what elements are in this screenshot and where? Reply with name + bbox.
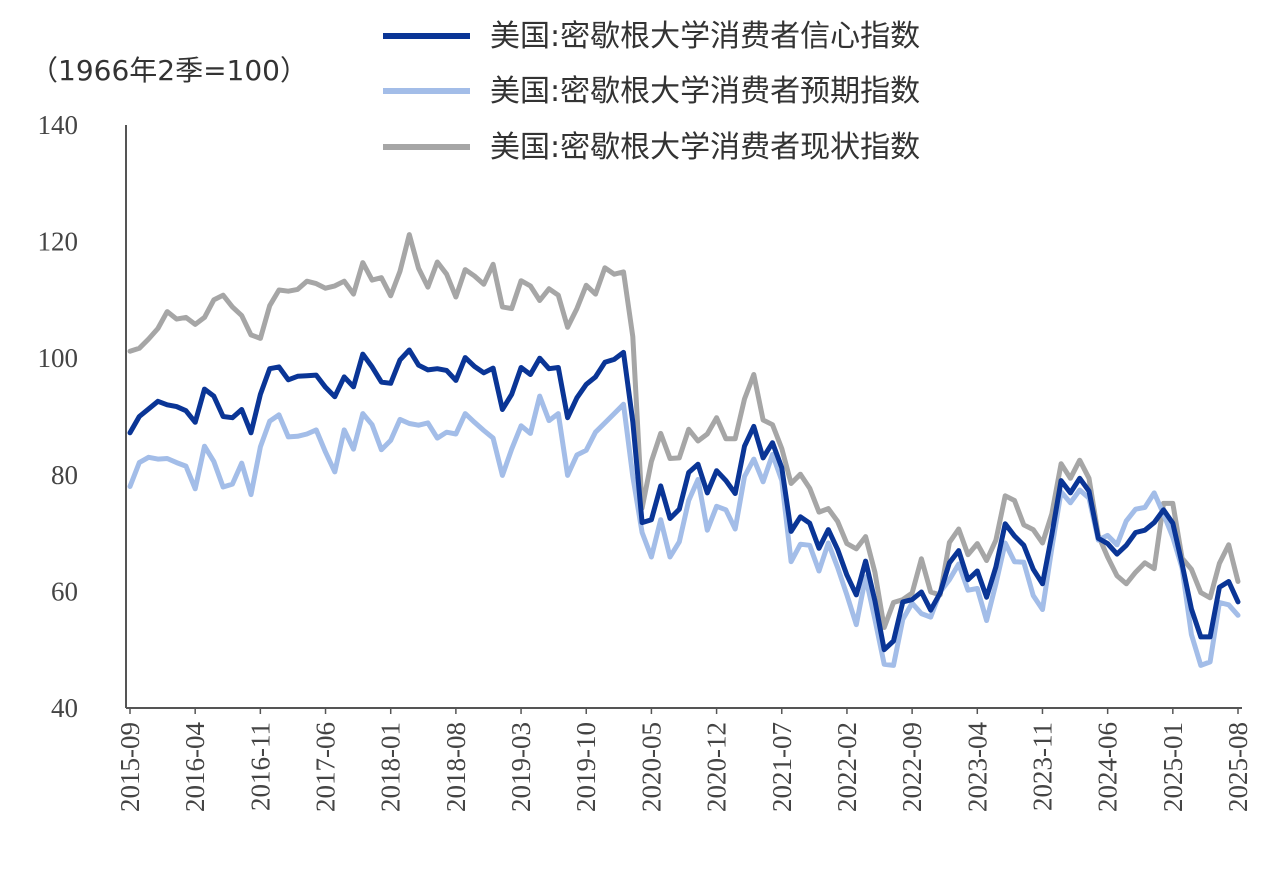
x-tick-label: 2018-01 [376,722,406,812]
x-tick-label: 2022-09 [897,722,927,812]
plot-lines [127,232,1241,668]
legend-item-confidence: 美国:密歇根大学消费者信心指数 [383,19,920,54]
legend: 美国:密歇根大学消费者信心指数 美国:密歇根大学消费者预期指数 美国:密歇根大学… [383,19,920,165]
x-tick-label: 2020-12 [702,722,732,812]
series-line-confidence [127,347,1241,653]
x-tick-label: 2021-07 [767,722,797,812]
y-tick-label: 120 [38,227,79,257]
x-tick-label: 2016-11 [245,722,275,811]
x-tick-label: 2017-06 [311,722,341,812]
x-tick-label: 2023-11 [1027,722,1057,811]
legend-label-expectations: 美国:密歇根大学消费者预期指数 [490,74,920,109]
y-tick-label: 140 [38,110,79,140]
y-tick-label: 40 [51,693,78,723]
x-tick-label: 2024-06 [1093,722,1123,812]
x-tick-label: 2022-02 [832,722,862,812]
y-tick-label: 80 [51,460,78,490]
y-tick-label: 100 [38,343,79,373]
legend-label-confidence: 美国:密歇根大学消费者信心指数 [490,19,920,54]
x-tick-label: 2020-05 [636,722,666,812]
y-tick-label: 60 [51,576,78,606]
x-tick-label: 2025-01 [1158,722,1188,812]
legend-item-expectations: 美国:密歇根大学消费者预期指数 [383,74,920,109]
x-axis-ticks: 2015-09 2016-04 2016-11 2017-06 2018-01 2018-… [115,708,1253,812]
x-tick-label: 2019-10 [571,722,601,812]
unit-label: （1966年2季=100） [30,54,308,87]
x-tick-label: 2019-03 [506,722,536,812]
x-tick-label: 2015-09 [115,722,145,812]
y-axis-ticks: 40 60 80 100 120 140 [38,110,79,723]
legend-item-current: 美国:密歇根大学消费者现状指数 [383,130,920,165]
x-tick-label: 2023-04 [962,722,992,812]
series-line-current [127,232,1241,630]
x-tick-label: 2025-08 [1223,722,1253,812]
x-tick-label: 2016-04 [180,722,210,812]
legend-label-current: 美国:密歇根大学消费者现状指数 [490,130,920,165]
x-tick-label: 2018-08 [441,722,471,812]
